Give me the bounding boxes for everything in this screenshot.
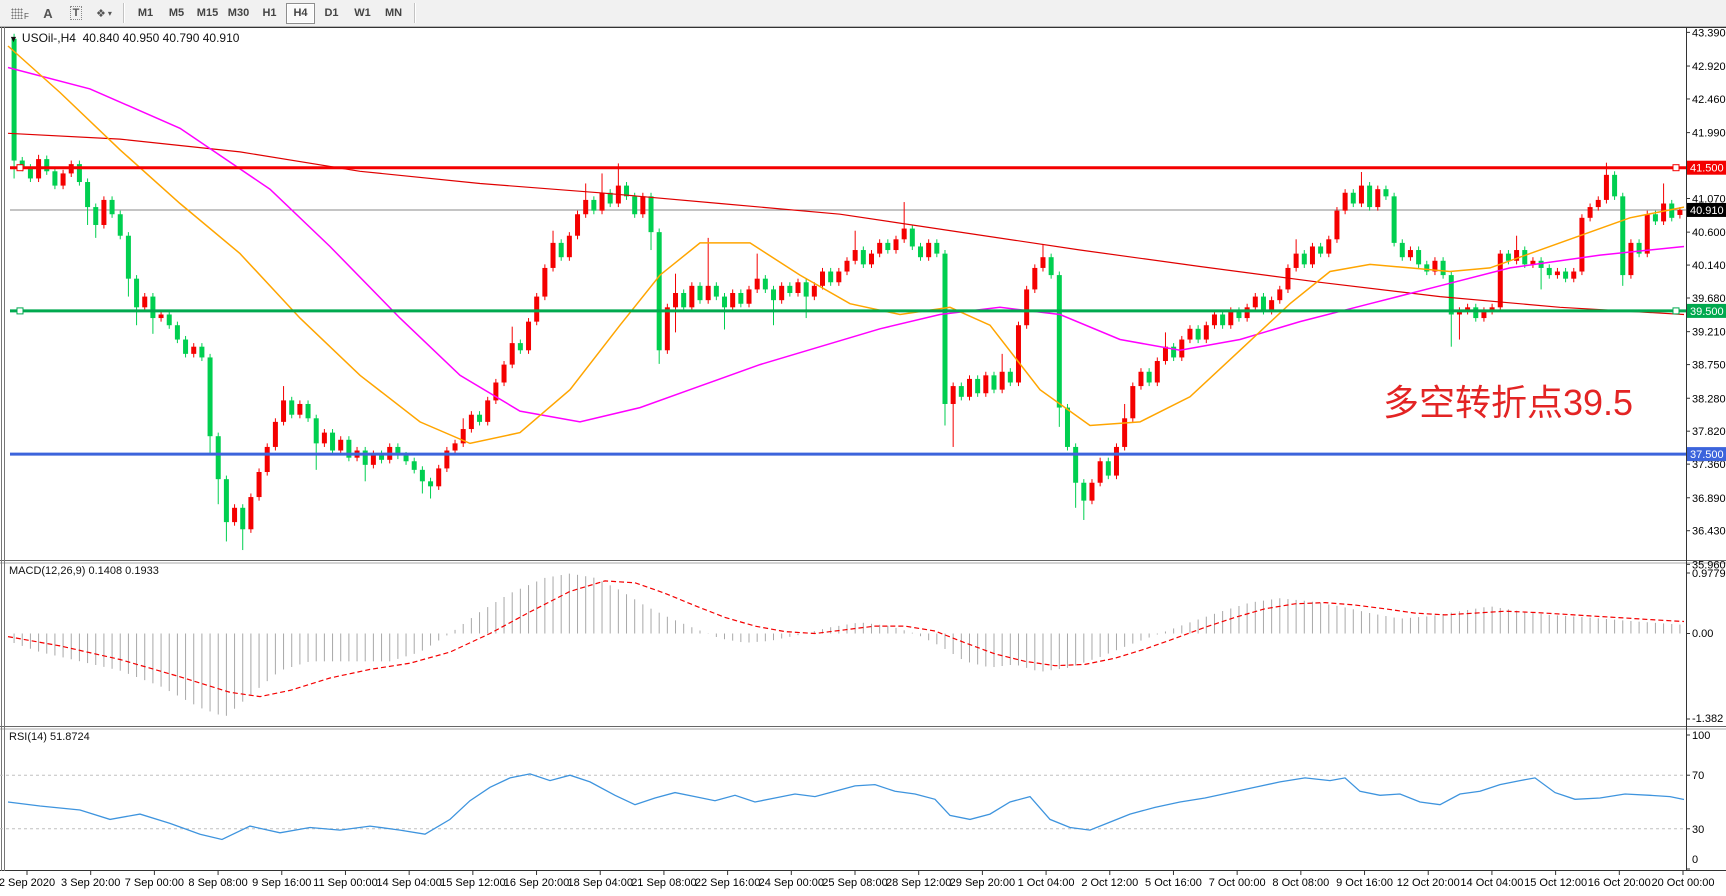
macd-pane: 0.9779 0.00 -1.382 xyxy=(7,568,1726,725)
toolbar: F A T ❖ ▾ M1 M5 M15 M30 H1 H4 D1 W1 MN xyxy=(0,0,1726,27)
shapes-dropdown-icon[interactable]: ❖ ▾ xyxy=(96,7,112,20)
svg-text:36.890: 36.890 xyxy=(1692,493,1726,505)
ma-slow-red xyxy=(7,132,1685,316)
svg-text:14 Sep 04:00: 14 Sep 04:00 xyxy=(376,877,441,889)
svg-text:21 Sep 08:00: 21 Sep 08:00 xyxy=(631,877,696,889)
rsi-line xyxy=(7,773,1685,841)
svg-text:24 Sep 00:00: 24 Sep 00:00 xyxy=(759,877,824,889)
svg-text:41.070: 41.070 xyxy=(1692,193,1726,205)
dotted-grid-icon xyxy=(11,7,24,19)
ma-magenta xyxy=(7,66,1685,423)
svg-text:36.430: 36.430 xyxy=(1692,526,1726,538)
annotation-text: 多空转折点39.5 xyxy=(1383,382,1634,423)
dotted-grid-icon[interactable]: F xyxy=(7,2,33,24)
chevron-down-icon: ▾ xyxy=(107,8,112,18)
svg-text:0: 0 xyxy=(1692,854,1698,866)
svg-text:14 Oct 04:00: 14 Oct 04:00 xyxy=(1460,877,1523,889)
svg-text:22 Sep 16:00: 22 Sep 16:00 xyxy=(695,877,760,889)
chart-title: ▼ USOil-,H4 40.840 40.950 40.790 40.910 xyxy=(9,31,239,45)
svg-text:16 Sep 20:00: 16 Sep 20:00 xyxy=(504,877,569,889)
svg-text:0.00: 0.00 xyxy=(1692,628,1713,640)
svg-text:37.500: 37.500 xyxy=(1690,449,1724,461)
toolbar-separator xyxy=(414,3,416,23)
svg-text:9 Oct 16:00: 9 Oct 16:00 xyxy=(1336,877,1393,889)
svg-text:37.820: 37.820 xyxy=(1692,426,1726,438)
svg-text:42.460: 42.460 xyxy=(1692,94,1726,106)
svg-text:39.500: 39.500 xyxy=(1690,306,1724,318)
svg-text:8 Sep 08:00: 8 Sep 08:00 xyxy=(188,877,247,889)
candlestick-series xyxy=(11,33,1683,551)
svg-text:16 Oct 20:00: 16 Oct 20:00 xyxy=(1588,877,1651,889)
rsi-label: RSI(14) 51.8724 xyxy=(9,731,90,743)
svg-text:11 Sep 00:00: 11 Sep 00:00 xyxy=(313,877,378,889)
timeframe-D1[interactable]: D1 xyxy=(324,7,339,19)
drawing-tools: F A T ❖ ▾ xyxy=(6,2,118,24)
timeframe-M15[interactable]: M15 xyxy=(196,7,219,19)
svg-text:8 Oct 08:00: 8 Oct 08:00 xyxy=(1272,877,1329,889)
rsi-pane: 100 70 30 0 xyxy=(0,730,1710,870)
timeframe-M1[interactable]: M1 xyxy=(137,7,154,19)
timeframe-buttons: M1 M5 M15 M30 H1 H4 D1 W1 MN xyxy=(130,2,409,24)
svg-text:41.990: 41.990 xyxy=(1692,128,1726,140)
timeframe-M30[interactable]: M30 xyxy=(227,7,250,19)
svg-text:0.9779: 0.9779 xyxy=(1692,568,1726,580)
svg-text:41.500: 41.500 xyxy=(1690,163,1724,175)
text-box-icon[interactable]: T xyxy=(63,2,89,24)
svg-text:35.960: 35.960 xyxy=(1692,559,1726,571)
svg-text:39.680: 39.680 xyxy=(1692,293,1726,305)
ma-orange xyxy=(7,45,1685,445)
timeframe-MN[interactable]: MN xyxy=(384,7,403,19)
svg-text:40.910: 40.910 xyxy=(1690,205,1724,217)
toolbar-separator xyxy=(123,3,125,23)
svg-text:7 Sep 00:00: 7 Sep 00:00 xyxy=(125,877,184,889)
svg-text:25 Sep 08:00: 25 Sep 08:00 xyxy=(822,877,887,889)
timeframe-H1[interactable]: H1 xyxy=(262,7,277,19)
svg-text:15 Sep 12:00: 15 Sep 12:00 xyxy=(440,877,505,889)
svg-text:38.280: 38.280 xyxy=(1692,393,1726,405)
time-axis[interactable] xyxy=(0,871,1686,896)
svg-text:3 Sep 20:00: 3 Sep 20:00 xyxy=(61,877,120,889)
svg-text:1 Oct 04:00: 1 Oct 04:00 xyxy=(1018,877,1075,889)
svg-text:18 Sep 04:00: 18 Sep 04:00 xyxy=(568,877,633,889)
chart-menu-icon[interactable]: ▼ xyxy=(9,34,18,44)
timeframe-W1[interactable]: W1 xyxy=(354,7,371,19)
macd-label: MACD(12,26,9) 0.1408 0.1933 xyxy=(9,565,159,577)
macd-signal-line xyxy=(7,580,1685,698)
svg-text:9 Sep 16:00: 9 Sep 16:00 xyxy=(252,877,311,889)
timeframe-H4[interactable]: H4 xyxy=(286,2,315,24)
svg-text:38.750: 38.750 xyxy=(1692,360,1726,372)
hline-41.5[interactable] xyxy=(10,164,1686,172)
svg-text:40.600: 40.600 xyxy=(1692,227,1726,239)
svg-text:15 Oct 12:00: 15 Oct 12:00 xyxy=(1524,877,1587,889)
svg-text:70: 70 xyxy=(1692,770,1704,782)
chart-ohlc-values: 40.840 40.950 40.790 40.910 xyxy=(82,31,240,45)
price-axis[interactable] xyxy=(1687,27,1726,871)
svg-text:43.390: 43.390 xyxy=(1692,27,1726,39)
svg-text:40.140: 40.140 xyxy=(1692,260,1726,272)
svg-text:2 Sep 2020: 2 Sep 2020 xyxy=(0,877,55,889)
svg-text:12 Oct 20:00: 12 Oct 20:00 xyxy=(1397,877,1460,889)
svg-text:37.360: 37.360 xyxy=(1692,459,1726,471)
hline-39.5[interactable] xyxy=(10,307,1686,315)
svg-text:39.210: 39.210 xyxy=(1692,327,1726,339)
svg-text:-1.382: -1.382 xyxy=(1692,713,1723,725)
chart-symbol: USOil-,H4 xyxy=(21,31,76,45)
svg-text:20 Oct 00:00: 20 Oct 00:00 xyxy=(1652,877,1715,889)
svg-text:2 Oct 12:00: 2 Oct 12:00 xyxy=(1081,877,1138,889)
text-label-icon[interactable]: A xyxy=(43,5,53,21)
time-axis-labels: 2 Sep 2020 3 Sep 20:00 7 Sep 00:00 8 Sep 08… xyxy=(0,871,1715,889)
svg-text:100: 100 xyxy=(1692,730,1710,742)
timeframe-M5[interactable]: M5 xyxy=(168,7,185,19)
svg-text:29 Sep 20:00: 29 Sep 20:00 xyxy=(950,877,1015,889)
svg-text:42.920: 42.920 xyxy=(1692,61,1726,73)
price-axis-labels: 43.390 42.920 42.460 41.990 41.070 40.600 40.1… xyxy=(1686,27,1726,571)
svg-text:7 Oct 00:00: 7 Oct 00:00 xyxy=(1209,877,1266,889)
svg-text:5 Oct 16:00: 5 Oct 16:00 xyxy=(1145,877,1202,889)
svg-text:30: 30 xyxy=(1692,824,1704,836)
svg-text:28 Sep 12:00: 28 Sep 12:00 xyxy=(886,877,951,889)
